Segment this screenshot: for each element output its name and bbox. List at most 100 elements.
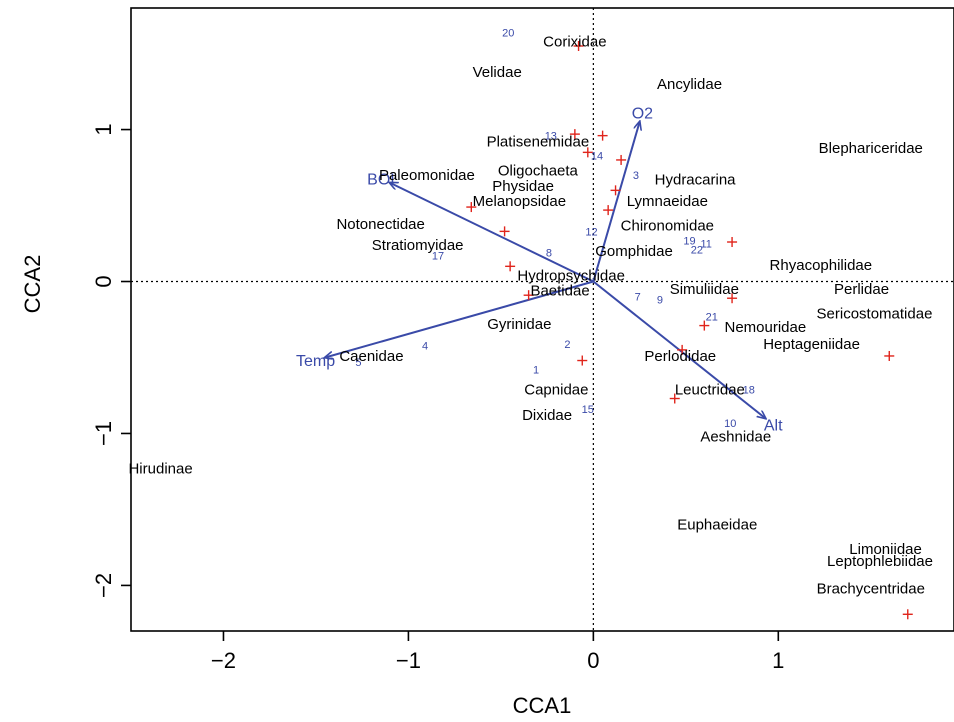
species-label: Brachycentridae [817, 580, 925, 597]
species-label: Caenidae [339, 348, 403, 365]
y-axis-label: CCA2 [20, 255, 45, 314]
species-label: Euphaeidae [677, 517, 757, 534]
site-label: 5 [355, 357, 361, 369]
x-tick-label: 0 [587, 648, 599, 673]
x-axis-label: CCA1 [513, 693, 572, 718]
site-label: 2 [564, 339, 570, 351]
site-point [603, 205, 614, 216]
species-label: Hirudinae [128, 460, 192, 477]
x-tick-label: −2 [211, 648, 236, 673]
species-label: Perlidae [834, 281, 889, 298]
site-point [573, 40, 584, 51]
site-point [884, 350, 895, 361]
site-points [466, 40, 913, 620]
species-label: Simuliidae [670, 281, 739, 298]
species-label: Leuctridae [675, 381, 745, 398]
species-label: Blephariceridae [819, 140, 923, 157]
environment-arrows: O2 BOI Temp Alt [296, 105, 783, 434]
site-point [610, 185, 621, 196]
species-label: Baetidae [530, 283, 589, 300]
species-label: Physidae [492, 178, 554, 195]
species-label: Heptageniidae [763, 336, 860, 353]
species-label: Hydracarina [655, 172, 737, 189]
site-label: 19 [683, 235, 695, 247]
arrow-label: O2 [632, 105, 653, 122]
site-label: 21 [706, 311, 718, 323]
species-label: Corixidae [543, 33, 606, 50]
arrow-label: BOI [367, 171, 395, 188]
site-label: 14 [591, 150, 603, 162]
site-point [669, 393, 680, 404]
site-label: 9 [657, 295, 663, 307]
site-label: 8 [546, 248, 552, 260]
site-label: 10 [724, 418, 736, 430]
species-label: Lymnaeidae [627, 193, 708, 210]
site-point [597, 130, 608, 141]
arrow-label: Temp [296, 353, 335, 370]
species-label: Capnidae [524, 381, 588, 398]
species-labels: Corixidae Velidae Ancylidae Blephariceridae… [128, 33, 933, 597]
site-label: 7 [635, 292, 641, 304]
species-label: Leptophlebiidae [827, 553, 933, 570]
site-point [902, 609, 913, 620]
species-label: Rhyacophilidae [770, 257, 873, 274]
arrow-o2 [592, 122, 639, 282]
site-point [505, 261, 516, 272]
site-point [577, 355, 588, 366]
y-tick-label: 0 [91, 275, 116, 287]
site-point [616, 154, 627, 165]
species-label: Ancylidae [657, 76, 722, 93]
arrow-boi [390, 183, 594, 283]
site-label: 18 [743, 384, 755, 396]
site-point [699, 320, 710, 331]
species-label: Dixidae [522, 407, 572, 424]
x-axis: −2 −1 0 1 [211, 631, 784, 673]
site-point [466, 202, 477, 213]
site-label: 3 [633, 170, 639, 182]
reference-lines [131, 8, 954, 631]
y-axis: −2 −1 0 1 [91, 123, 131, 598]
site-label: 4 [422, 340, 428, 352]
x-tick-label: −1 [396, 648, 421, 673]
species-label: Gomphidae [595, 243, 673, 260]
site-point [582, 147, 593, 158]
species-label: Melanopsidae [473, 193, 566, 210]
site-label: 20 [502, 27, 514, 39]
species-label: Aeshnidae [700, 429, 771, 446]
site-label: 12 [585, 226, 597, 238]
plot-frame [130, 7, 954, 632]
site-point [569, 129, 580, 140]
species-label: Sericostomatidae [817, 305, 933, 322]
site-point [523, 290, 534, 301]
site-point [727, 293, 738, 304]
species-label: Paleomonidae [379, 167, 475, 184]
site-point [677, 344, 688, 355]
species-label: Platisenemidae [487, 134, 590, 151]
species-label: Nemouridae [724, 319, 806, 336]
species-label: Chironomidae [621, 217, 714, 234]
species-label: Hydropsychidae [517, 267, 625, 284]
y-tick-label: −2 [91, 573, 116, 598]
arrow-label: Alt [764, 417, 783, 434]
y-tick-label: −1 [91, 421, 116, 446]
site-point [499, 226, 510, 237]
species-label: Limoniidae [849, 541, 922, 558]
species-label: Oligochaeta [498, 163, 579, 180]
species-label: Velidae [473, 64, 522, 81]
species-label: Perlodidae [644, 348, 716, 365]
site-point [727, 237, 738, 248]
site-label: 13 [545, 131, 557, 143]
species-label: Stratiomyidae [372, 237, 464, 254]
site-label: 15 [582, 404, 594, 416]
species-label: Gyrinidae [487, 316, 551, 333]
arrow-temp [325, 280, 594, 358]
x-tick-label: 1 [772, 648, 784, 673]
site-label: 17 [432, 251, 444, 263]
site-label: 22 [691, 245, 703, 257]
y-tick-label: 1 [91, 123, 116, 135]
site-label: 11 [700, 239, 711, 251]
site-label: 1 [533, 365, 539, 377]
species-label: Notonectidae [336, 216, 424, 233]
